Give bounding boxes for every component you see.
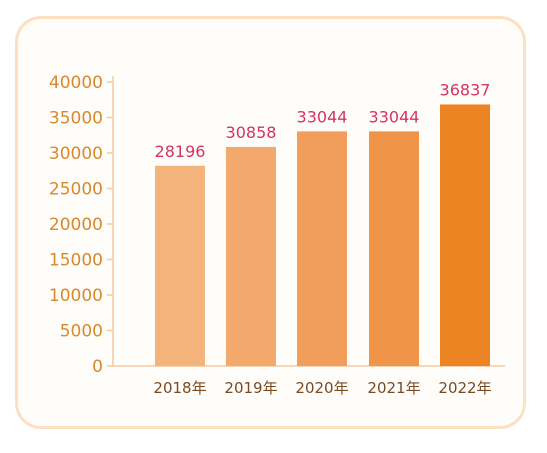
data-label: 30858	[226, 123, 277, 142]
bar-2018年	[155, 165, 205, 366]
y-tick-label: 25000	[49, 180, 103, 200]
y-tick-label: 20000	[49, 215, 103, 235]
y-tick-label: 15000	[49, 251, 103, 271]
x-tick-label: 2019年	[224, 379, 277, 397]
data-label: 33044	[297, 107, 348, 126]
x-tick-label: 2020年	[295, 379, 348, 397]
bar-2021年	[369, 131, 419, 366]
data-label: 36837	[440, 80, 491, 99]
x-tick-label: 2022年	[438, 379, 491, 397]
y-tick-label: 30000	[49, 144, 103, 164]
y-tick-label: 35000	[49, 109, 103, 129]
data-label: 28196	[155, 142, 206, 161]
data-label: 33044	[369, 107, 420, 126]
y-tick-label: 10000	[49, 286, 103, 306]
bar-2022年	[440, 104, 490, 366]
x-tick-label: 2021年	[367, 379, 420, 397]
bar-2019年	[226, 146, 276, 366]
y-tick-label: 40000	[49, 73, 103, 93]
x-tick-label: 2018年	[153, 379, 206, 397]
bar-2020年	[297, 131, 347, 366]
y-tick-label: 0	[92, 357, 103, 377]
y-tick-label: 5000	[60, 322, 103, 342]
